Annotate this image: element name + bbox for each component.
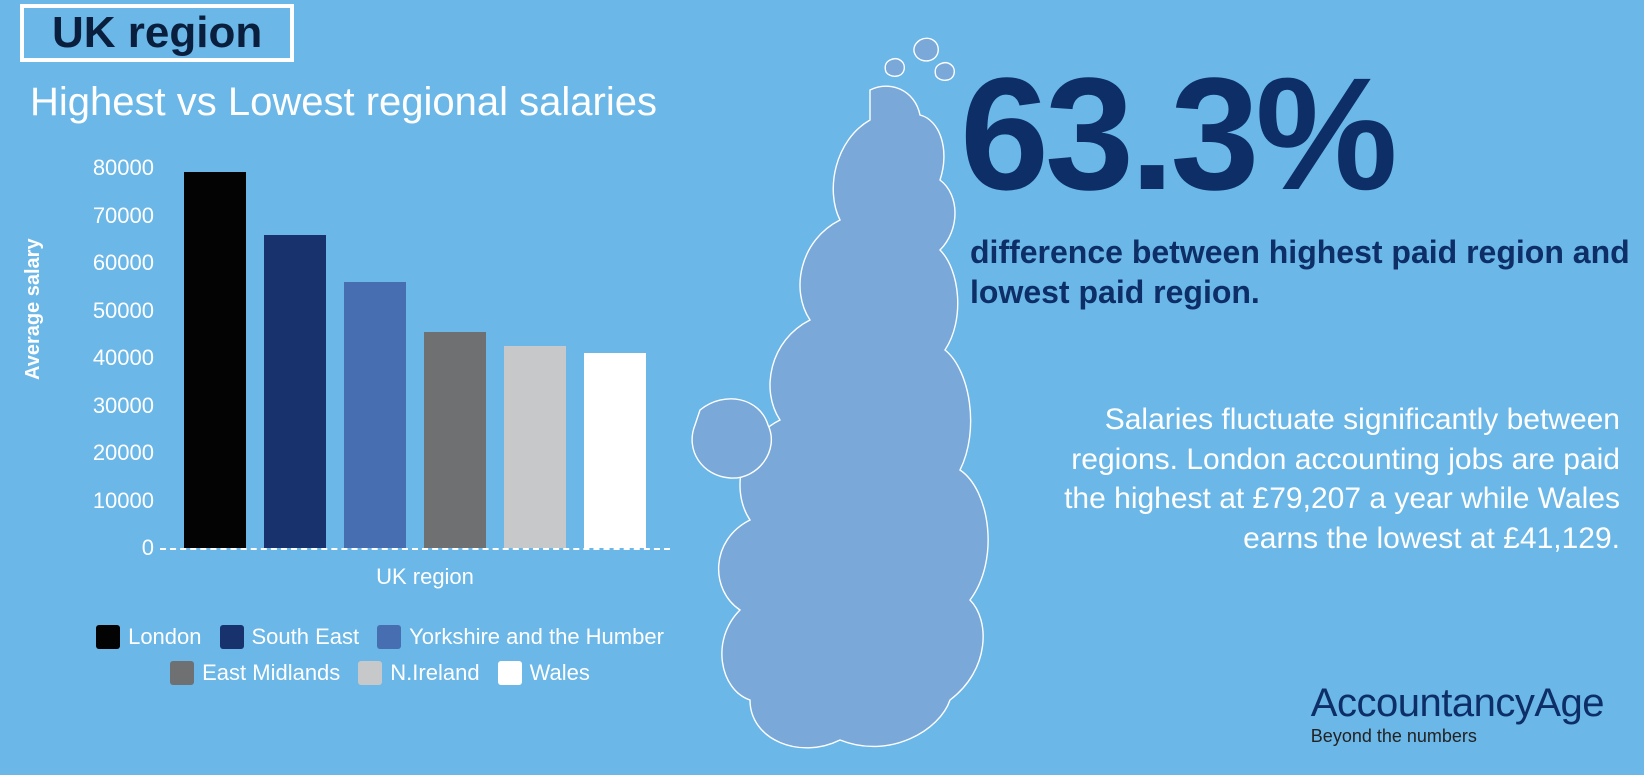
legend-swatch [170, 661, 194, 685]
y-tick: 50000 [74, 298, 154, 324]
map-region [914, 38, 938, 61]
legend-swatch [220, 625, 244, 649]
headline-caption: difference between highest paid region a… [970, 232, 1630, 312]
chart-title: Highest vs Lowest regional salaries [30, 80, 657, 125]
region-badge: UK region [20, 4, 294, 62]
bar [264, 235, 326, 549]
y-tick: 20000 [74, 440, 154, 466]
y-tick: 70000 [74, 203, 154, 229]
map-region [692, 399, 771, 478]
x-axis-label: UK region [160, 564, 690, 590]
legend-item: East Midlands [170, 660, 340, 686]
y-tick: 60000 [74, 250, 154, 276]
legend-label: South East [252, 624, 360, 650]
bar-chart: Average salary 0100002000030000400005000… [70, 170, 690, 590]
bar [424, 332, 486, 548]
y-axis-label: Average salary [22, 238, 45, 380]
bar [344, 282, 406, 548]
bar [504, 346, 566, 548]
body-text: Salaries fluctuate significantly between… [1040, 400, 1620, 558]
bar [584, 353, 646, 548]
y-tick: 80000 [74, 155, 154, 181]
brand-tagline: Beyond the numbers [1311, 726, 1604, 747]
legend-item: Wales [498, 660, 590, 686]
legend-swatch [96, 625, 120, 649]
y-tick: 10000 [74, 488, 154, 514]
y-tick: 0 [74, 535, 154, 561]
map-region [935, 63, 954, 81]
bar [184, 172, 246, 548]
bars-container [184, 170, 646, 548]
brand-block: AccountancyAge Beyond the numbers [1311, 681, 1604, 747]
legend-item: London [96, 624, 201, 650]
legend-swatch [498, 661, 522, 685]
legend-swatch [358, 661, 382, 685]
legend-label: East Midlands [202, 660, 340, 686]
legend-label: N.Ireland [390, 660, 479, 686]
legend-swatch [377, 625, 401, 649]
legend-item: Yorkshire and the Humber [377, 624, 664, 650]
legend-item: South East [220, 624, 360, 650]
chart-legend: London South East Yorkshire and the Humber… [70, 624, 690, 686]
y-tick: 40000 [74, 345, 154, 371]
map-region [885, 59, 904, 77]
legend-label: Wales [530, 660, 590, 686]
plot-area: 0100002000030000400005000060000700008000… [160, 170, 670, 550]
legend-item: N.Ireland [358, 660, 479, 686]
legend-label: London [128, 624, 201, 650]
brand-name: AccountancyAge [1311, 681, 1604, 726]
headline-stat: 63.3% [960, 54, 1394, 214]
y-tick: 30000 [74, 393, 154, 419]
legend-label: Yorkshire and the Humber [409, 624, 664, 650]
region-badge-text: UK region [52, 8, 262, 57]
